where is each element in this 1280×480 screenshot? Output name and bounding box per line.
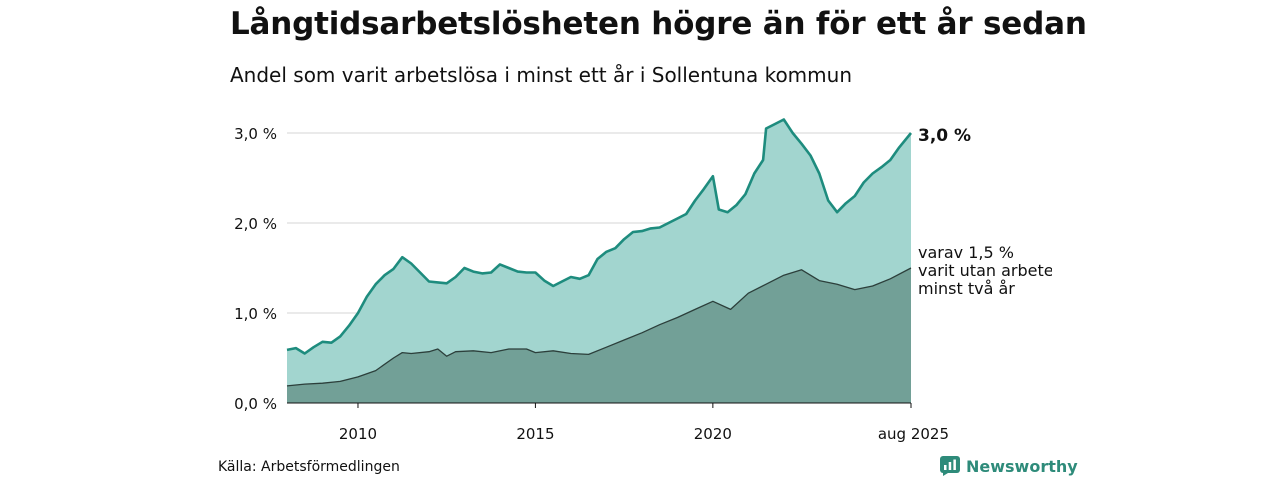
x-tick-label: 2020 — [694, 425, 732, 443]
y-axis-ticks: 0,0 % 1,0 % 2,0 % 3,0 % — [234, 125, 277, 413]
two-year-end-label-line: minst två år — [918, 279, 1015, 298]
x-tick-label: aug 2025 — [878, 425, 949, 443]
total-line — [286, 118, 913, 355]
two-year-end-label-line: varit utan arbete — [918, 261, 1054, 280]
two-year-end-label: varav 1,5 % varit utan arbete minst två år — [918, 243, 1054, 298]
chart-title: Långtidsarbetslösheten högre än för ett … — [230, 6, 1087, 42]
chart-subtitle: Andel som varit arbetslösa i minst ett å… — [230, 63, 853, 87]
y-tick-label: 2,0 % — [234, 215, 277, 233]
y-tick-label: 3,0 % — [234, 125, 277, 143]
y-tick-label: 1,0 % — [234, 305, 277, 323]
x-axis-ticks: 2010 2015 2020 aug 2025 — [339, 403, 949, 443]
newsworthy-logo-icon — [940, 456, 960, 476]
x-tick-label: 2015 — [516, 425, 554, 443]
two-year-area — [287, 268, 911, 403]
x-tick-label: 2010 — [339, 425, 377, 443]
y-tick-label: 0,0 % — [234, 395, 277, 413]
total-end-label: 3,0 % — [918, 126, 971, 146]
area-chart: 0,0 % 1,0 % 2,0 % 3,0 % 2010 2015 2020 aug 202… — [234, 118, 1054, 443]
brand-name: Newsworthy — [966, 456, 1078, 476]
two-year-line — [286, 267, 912, 387]
two-year-end-label-line: varav 1,5 % — [918, 243, 1014, 262]
source-note: Källa: Arbetsförmedlingen — [218, 459, 400, 475]
brand-logo[interactable]: Newsworthy — [940, 456, 1078, 476]
